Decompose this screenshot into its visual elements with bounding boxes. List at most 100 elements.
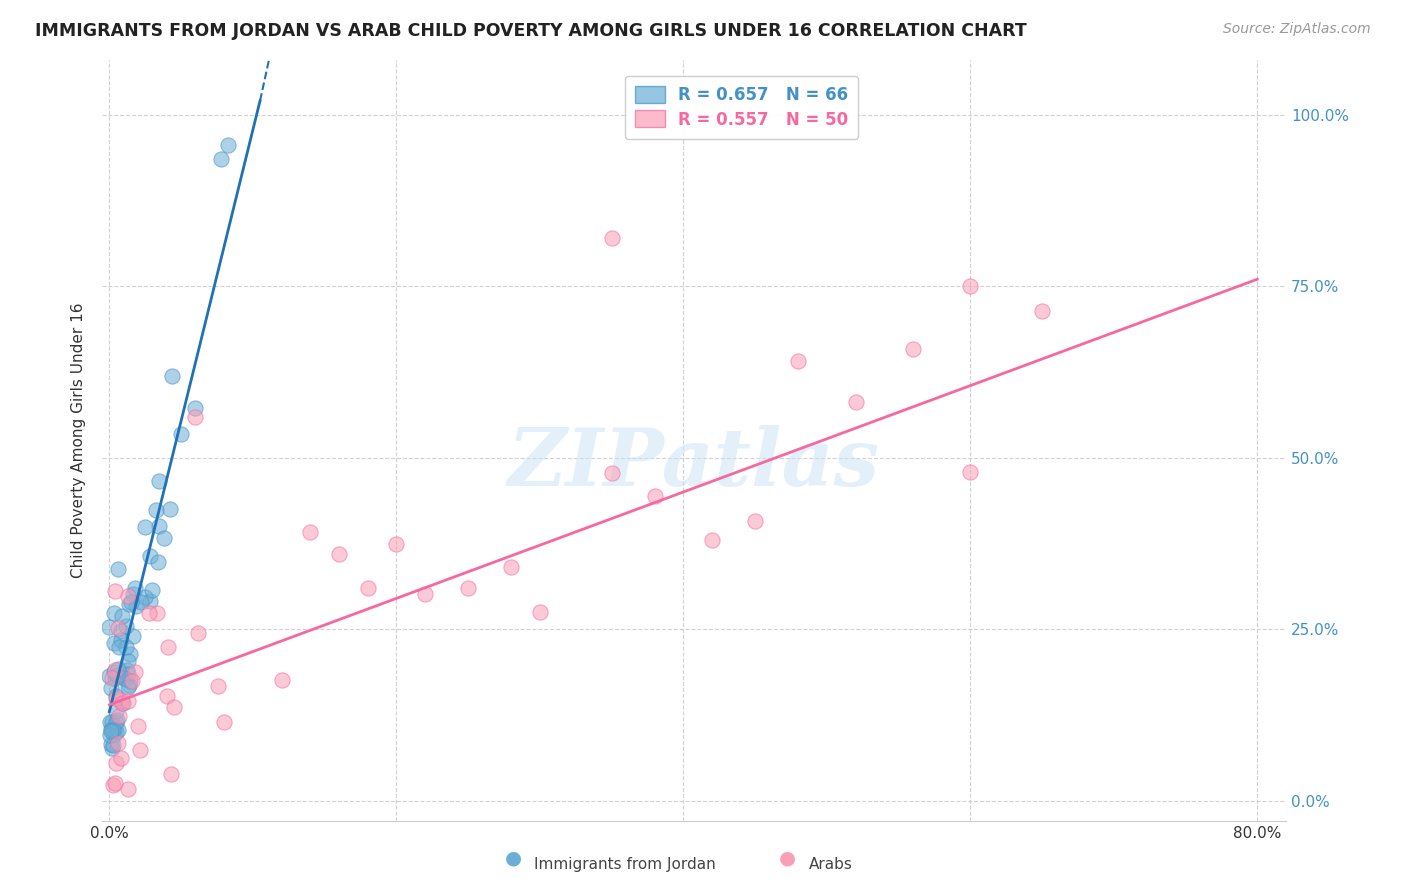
Point [107, 723, 129, 737]
Point [101, 723, 124, 737]
Point [115, 663, 138, 677]
Point [107, 621, 129, 635]
Point [124, 582, 146, 596]
Point [139, 594, 162, 608]
Point [105, 724, 128, 739]
Text: Immigrants from Jordan: Immigrants from Jordan [534, 857, 716, 872]
Point [901, 342, 924, 356]
Point [160, 369, 183, 384]
Point [529, 605, 551, 619]
Point [159, 502, 181, 516]
Point [413, 587, 436, 601]
Point [299, 525, 322, 540]
Point [101, 738, 124, 752]
Point [145, 503, 167, 517]
Point [104, 704, 127, 718]
Point [117, 694, 139, 708]
Point [117, 654, 139, 668]
Point [146, 555, 169, 569]
Legend: R = 0.657   N = 66, R = 0.557   N = 50: R = 0.657 N = 66, R = 0.557 N = 50 [624, 76, 858, 138]
Point [744, 514, 766, 528]
Point [124, 665, 146, 679]
Point [103, 778, 125, 792]
Point [184, 409, 207, 424]
Point [98, 620, 121, 634]
Point [115, 672, 138, 686]
Point [115, 619, 138, 633]
Text: Arabs: Arabs [808, 857, 852, 872]
Point [108, 640, 131, 654]
Point [134, 591, 156, 605]
Point [844, 394, 866, 409]
Point [117, 590, 139, 604]
Point [118, 597, 141, 611]
Text: ZIPatlas: ZIPatlas [508, 425, 880, 502]
Point [138, 607, 160, 621]
Point [153, 531, 176, 545]
Point [118, 647, 141, 661]
Point [145, 607, 167, 621]
Point [121, 674, 143, 689]
Point [129, 595, 152, 609]
Point [121, 629, 143, 643]
Point [148, 519, 170, 533]
Point [105, 690, 128, 705]
Point [101, 715, 124, 730]
Point [644, 489, 666, 503]
Point [356, 581, 378, 595]
Point [110, 751, 132, 765]
Point [100, 737, 122, 751]
Point [98, 714, 121, 729]
Point [117, 782, 139, 797]
Point [104, 720, 127, 734]
Point [104, 584, 127, 599]
Point [959, 279, 981, 293]
Point [207, 680, 229, 694]
Point [103, 665, 125, 679]
Point [187, 626, 209, 640]
Point [184, 401, 207, 415]
Point [128, 743, 150, 757]
Text: ●: ● [505, 848, 522, 867]
Point [148, 475, 170, 489]
Point [110, 633, 132, 648]
Point [124, 599, 146, 613]
Point [98, 669, 121, 683]
Point [101, 672, 124, 686]
Point [104, 671, 127, 685]
Point [139, 549, 162, 564]
Point [700, 533, 723, 547]
Point [117, 680, 139, 694]
Point [118, 678, 141, 692]
Point [103, 636, 125, 650]
Point [218, 138, 240, 153]
Point [110, 624, 132, 638]
Point [115, 640, 138, 654]
Point [160, 766, 183, 780]
Point [104, 663, 127, 677]
Point [600, 231, 623, 245]
Point [105, 668, 128, 682]
Text: IMMIGRANTS FROM JORDAN VS ARAB CHILD POVERTY AMONG GIRLS UNDER 16 CORRELATION CH: IMMIGRANTS FROM JORDAN VS ARAB CHILD POV… [35, 22, 1026, 40]
Point [209, 152, 232, 166]
Point [212, 714, 235, 729]
Point [385, 536, 408, 550]
Point [101, 741, 124, 756]
Point [103, 728, 125, 742]
Text: Source: ZipAtlas.com: Source: ZipAtlas.com [1223, 22, 1371, 37]
Point [107, 662, 129, 676]
Point [501, 560, 523, 574]
Point [100, 724, 122, 739]
Text: ●: ● [779, 848, 796, 867]
Point [104, 756, 127, 771]
Point [110, 693, 132, 707]
Point [105, 713, 128, 727]
Point [104, 714, 127, 729]
Y-axis label: Child Poverty Among Girls Under 16: Child Poverty Among Girls Under 16 [72, 302, 86, 578]
Point [112, 671, 135, 685]
Point [103, 606, 125, 620]
Point [155, 689, 177, 703]
Point [134, 520, 156, 534]
Point [111, 609, 134, 624]
Point [112, 696, 135, 710]
